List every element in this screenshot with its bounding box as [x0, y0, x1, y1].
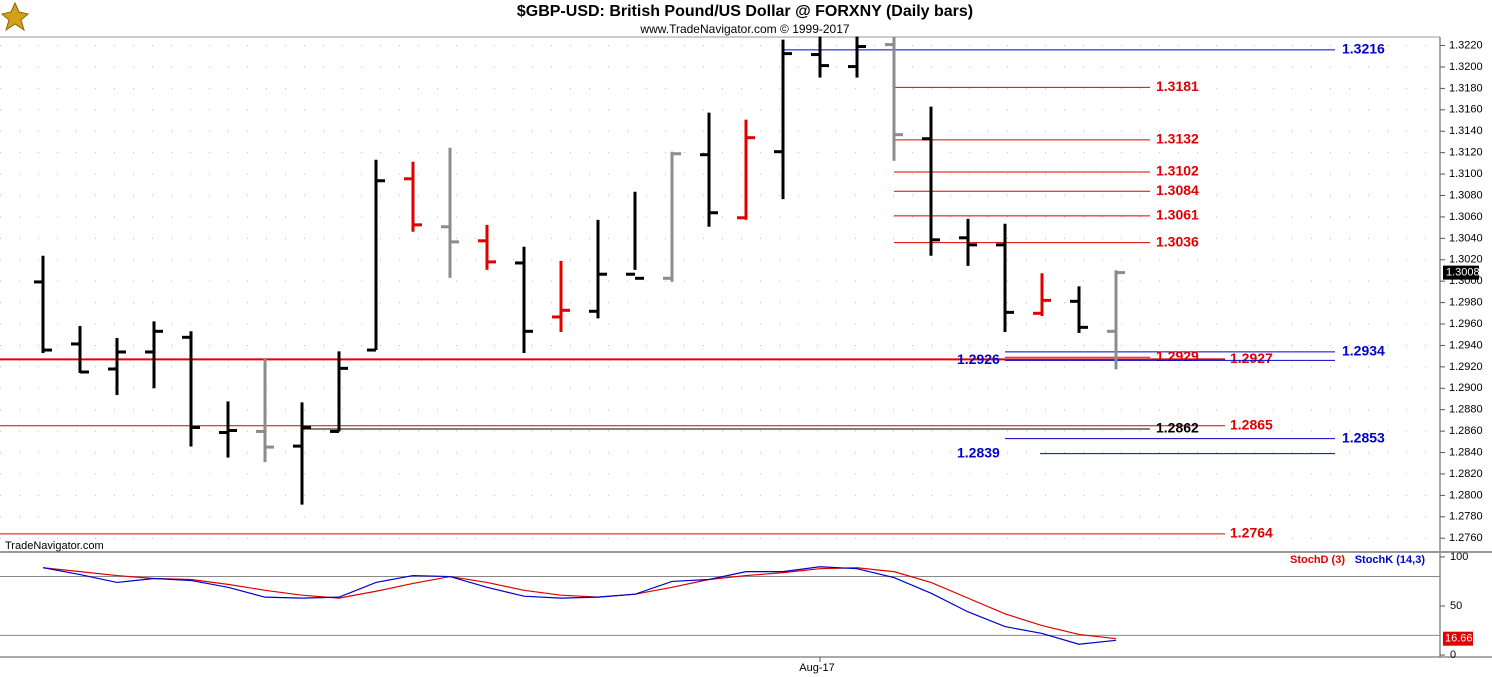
- y-tick-label: 100: [1450, 551, 1468, 563]
- y-tick-label: 50: [1450, 600, 1462, 612]
- y-tick-label: 1.2860: [1449, 425, 1483, 437]
- y-tick-label: 1.3180: [1449, 82, 1483, 94]
- y-tick-label: 1.3060: [1449, 211, 1483, 223]
- y-tick-label: 1.3100: [1449, 168, 1483, 180]
- level-label: 1.2862: [1156, 420, 1199, 436]
- y-tick-label: 1.3220: [1449, 39, 1483, 51]
- y-tick-label: 1.2760: [1449, 532, 1483, 544]
- y-tick-label: 1.2780: [1449, 511, 1483, 523]
- last-value-box: [1443, 265, 1479, 280]
- y-tick-label: 1.3140: [1449, 125, 1483, 137]
- y-tick-label: 1.2920: [1449, 361, 1483, 373]
- level-label: 1.2839: [957, 444, 1000, 460]
- y-tick-label: 1.2840: [1449, 446, 1483, 458]
- y-tick-label: 1.2960: [1449, 318, 1483, 330]
- level-label: 1.3036: [1156, 233, 1199, 249]
- legend-entry: StochD (3): [1290, 554, 1345, 566]
- level-label: 1.3132: [1156, 131, 1199, 147]
- level-label: 1.3061: [1156, 207, 1199, 223]
- level-label: 1.2934: [1342, 343, 1385, 359]
- level-label: 1.2926: [957, 351, 1000, 367]
- logo: [0, 1, 30, 32]
- stoch-line: [42, 566, 1117, 645]
- y-tick-label: 1.2900: [1449, 382, 1483, 394]
- level-label: 1.2764: [1230, 525, 1273, 541]
- legend-entry: StochK (14,3): [1355, 554, 1426, 566]
- last-value-box: [1443, 631, 1473, 646]
- chart-title: $GBP-USD: British Pound/US Dollar @ FORX…: [517, 3, 973, 20]
- chart-subtitle: www.TradeNavigator.com © 1999-2017: [639, 22, 849, 36]
- level-label: 1.2853: [1342, 429, 1385, 445]
- level-label: 1.3102: [1156, 163, 1199, 179]
- y-tick-label: 1.2820: [1449, 468, 1483, 480]
- level-label: 1.2929: [1156, 348, 1199, 364]
- level-label: 1.2927: [1230, 350, 1273, 366]
- x-tick-label: Aug-17: [799, 662, 834, 674]
- y-tick-label: 1.3040: [1449, 232, 1483, 244]
- level-label: 1.3084: [1156, 182, 1199, 198]
- stoch-line: [42, 567, 1117, 640]
- y-tick-label: 1.2980: [1449, 297, 1483, 309]
- watermark: TradeNavigator.com: [5, 540, 104, 552]
- y-tick-label: 1.3120: [1449, 147, 1483, 159]
- level-label: 1.3216: [1342, 41, 1385, 57]
- last-value-label: 1.3008: [1446, 267, 1480, 279]
- y-tick-label: 0: [1450, 649, 1456, 661]
- y-tick-label: 1.3080: [1449, 189, 1483, 201]
- level-label: 1.2865: [1230, 416, 1273, 432]
- y-tick-label: 1.2800: [1449, 489, 1483, 501]
- y-tick-label: 1.3020: [1449, 254, 1483, 266]
- y-tick-label: 1.2880: [1449, 404, 1483, 416]
- y-tick-label: 1.2940: [1449, 339, 1483, 351]
- y-tick-label: 1.3160: [1449, 104, 1483, 116]
- last-value-label: 16.66: [1445, 633, 1473, 645]
- level-label: 1.3181: [1156, 78, 1199, 94]
- y-tick-label: 1.3200: [1449, 61, 1483, 73]
